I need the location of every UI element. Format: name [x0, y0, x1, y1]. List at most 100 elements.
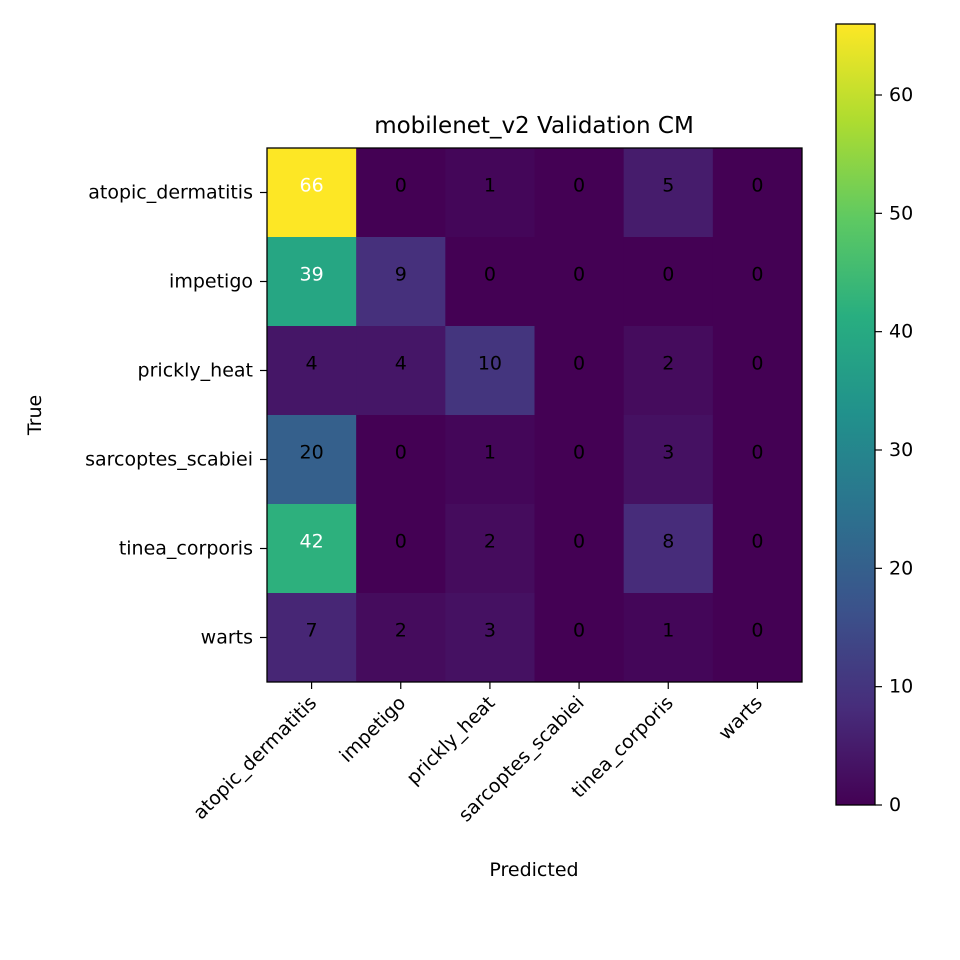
cell-value-label: 0 [395, 531, 407, 553]
x-tick-label: impetigo [335, 692, 410, 767]
heatmap-cell [623, 148, 714, 238]
cell-value-label: 3 [484, 620, 496, 642]
colorbar-tick-label: 30 [889, 439, 913, 461]
cell-value-label: 9 [395, 264, 407, 286]
cell-value-label: 0 [395, 442, 407, 464]
cell-value-label: 0 [751, 442, 763, 464]
cell-value-label: 2 [395, 620, 407, 642]
cell-value-label: 0 [573, 531, 585, 553]
cell-value-label: 8 [662, 531, 674, 553]
heatmap-cell [267, 593, 357, 683]
colorbar-tick-label: 0 [889, 794, 901, 816]
cell-value-label: 0 [484, 264, 496, 286]
y-tick-label: impetigo [169, 271, 253, 293]
heatmap-cell [623, 237, 714, 327]
heatmap-cell [534, 593, 625, 683]
heatmap-cell [356, 504, 446, 594]
cell-value-label: 0 [751, 620, 763, 642]
heatmap-cell [267, 504, 357, 594]
heatmap-cell [534, 504, 625, 594]
x-axis-title: Predicted [489, 859, 578, 881]
y-tick-label: prickly_heat [138, 360, 253, 382]
x-tick-label: atopic_dermatitis [189, 692, 321, 824]
y-axis-title: True [24, 395, 46, 436]
heatmap-cell [712, 148, 803, 238]
heatmap-cell [534, 326, 625, 416]
cell-value-label: 0 [395, 175, 407, 197]
cell-value-label: 3 [662, 442, 674, 464]
cell-value-label: 0 [573, 442, 585, 464]
cell-value-label: 0 [573, 264, 585, 286]
cell-value-label: 20 [299, 442, 323, 464]
heatmap-cell [267, 326, 357, 416]
cell-value-label: 0 [573, 175, 585, 197]
heatmap-cell [356, 326, 446, 416]
heatmap-cell-labels: 66 0 1 0 5 039 9 0 0 0 04 4 10 0 2 020 0 1 0 3 042 0 2 0 8 07 2 3 0 1… [299, 175, 763, 642]
heatmap-cell [712, 326, 803, 416]
heatmap-cell [445, 593, 535, 683]
y-tick-label: sarcoptes_scabiei [85, 449, 253, 471]
y-tick-label: atopic_dermatitis [88, 182, 253, 204]
heatmap-cells [267, 148, 803, 683]
heatmap-cell [712, 593, 803, 683]
heatmap-cell [267, 237, 357, 327]
heatmap-cell [356, 415, 446, 505]
cell-value-label: 66 [299, 175, 323, 197]
heatmap-cell [445, 148, 535, 238]
heatmap-cell [445, 504, 535, 594]
plot-frame [266, 147, 803, 683]
colorbar-tick-label: 60 [889, 84, 913, 106]
chart-title: mobilenet_v2 Validation CM [374, 113, 694, 139]
heatmap-cell [356, 148, 446, 238]
cell-value-label: 0 [662, 264, 674, 286]
cell-value-label: 0 [751, 531, 763, 553]
cell-value-label: 4 [395, 353, 407, 375]
colorbar-ticks: 0 10 20 30 40 50 60 [875, 84, 913, 816]
heatmap-cell [356, 593, 446, 683]
y-tick-label: warts [201, 627, 253, 649]
heatmap-cell [445, 237, 535, 327]
cell-value-label: 1 [484, 175, 496, 197]
heatmap-cell [623, 593, 714, 683]
heatmap-cell [267, 415, 357, 505]
heatmap-cell [267, 148, 357, 238]
cell-value-label: 1 [662, 620, 674, 642]
cell-value-label: 39 [299, 264, 323, 286]
cell-value-label: 0 [573, 620, 585, 642]
cell-value-label: 4 [306, 353, 318, 375]
cell-value-label: 5 [662, 175, 674, 197]
heatmap-cell [534, 148, 625, 238]
heatmap-cell [534, 237, 625, 327]
heatmap-cell [623, 415, 714, 505]
heatmap-cell [534, 415, 625, 505]
heatmap-cell [712, 237, 803, 327]
colorbar-tick-label: 50 [889, 202, 913, 224]
cell-value-label: 10 [478, 353, 502, 375]
colorbar-tick-label: 20 [889, 557, 913, 579]
x-tick-label: warts [714, 692, 767, 745]
cell-value-label: 1 [484, 442, 496, 464]
y-axis-ticks: atopic_dermatitis impetigo prickly_heatsar… [85, 182, 267, 649]
colorbar [835, 23, 876, 806]
cell-value-label: 0 [751, 175, 763, 197]
cell-value-label: 0 [751, 264, 763, 286]
cell-value-label: 0 [751, 353, 763, 375]
cell-value-label: 7 [306, 620, 318, 642]
x-tick-label: prickly_heat [402, 692, 499, 789]
heatmap-cell [445, 415, 535, 505]
heatmap-cell [623, 504, 714, 594]
colorbar-tick-label: 40 [889, 321, 913, 343]
cell-value-label: 2 [662, 353, 674, 375]
heatmap-cell [712, 504, 803, 594]
heatmap-cell [445, 326, 535, 416]
cell-value-label: 2 [484, 531, 496, 553]
colorbar-tick-label: 10 [889, 676, 913, 698]
cell-value-label: 42 [299, 531, 323, 553]
cell-value-label: 0 [573, 353, 585, 375]
heatmap-cell [356, 237, 446, 327]
heatmap-cell [712, 415, 803, 505]
heatmap-cell [623, 326, 714, 416]
y-tick-label: tinea_corporis [119, 538, 253, 560]
x-axis-ticks: atopic_dermatitis impetigoprickly_heatsar… [189, 682, 767, 826]
